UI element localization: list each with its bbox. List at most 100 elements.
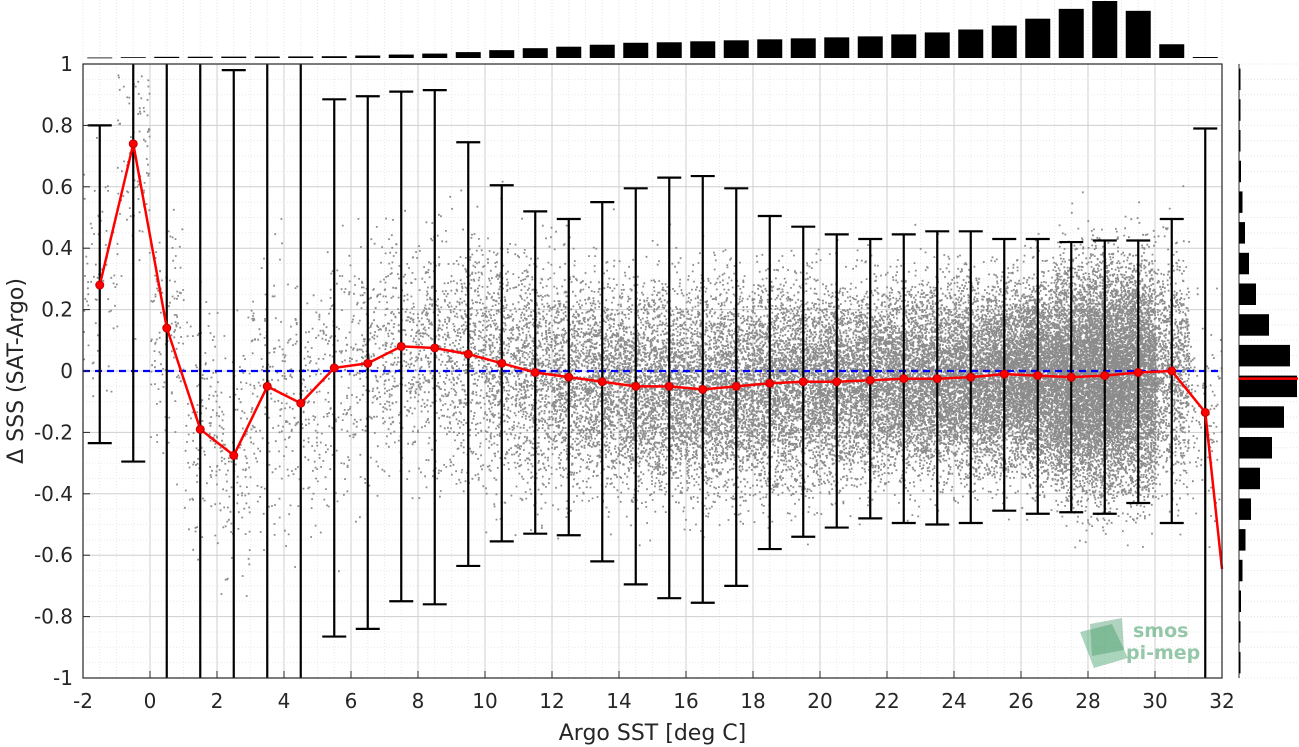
x-tick-label: 28 [1075, 689, 1100, 713]
right-histogram-bar [1239, 529, 1246, 551]
y-axis-ticks: -1 -0.8 -0.6 -0.4 -0.2 0 0.2 0.4 0.6 0.8 1 [34, 52, 90, 690]
mean-series-marker [966, 372, 976, 382]
top-histogram-bar [991, 25, 1017, 58]
mean-series-marker [195, 424, 205, 434]
right-histogram-bar [1239, 283, 1256, 305]
y-tick-label: 1 [60, 52, 73, 76]
mean-series-marker [396, 341, 406, 351]
mean-series-marker [1100, 371, 1110, 381]
right-histogram-bar [1239, 252, 1249, 275]
right-histogram-bar [1239, 375, 1297, 398]
x-axis-ticks: -2 0 2 4 6 8 10 12 14 16 18 20 22 24 26 28 30 32 [73, 671, 1235, 713]
x-tick-label: 10 [472, 689, 497, 713]
x-tick-label: -2 [73, 689, 93, 713]
mean-series-marker [798, 377, 808, 387]
top-histogram-bar [556, 46, 582, 58]
mean-series-marker [564, 372, 574, 382]
top-histogram-bar [288, 56, 314, 58]
y-tick-label: -0.4 [34, 482, 73, 506]
top-histogram-bar [1058, 8, 1084, 59]
x-tick-label: 16 [673, 689, 698, 713]
x-tick-label: 20 [807, 689, 832, 713]
top-histogram-bar [120, 57, 146, 59]
top-histogram-bar [857, 36, 883, 58]
y-tick-label: 0.8 [41, 113, 73, 137]
top-histogram-bar [489, 50, 515, 58]
x-tick-label: 2 [211, 689, 224, 713]
right-histogram-bar [1239, 68, 1241, 91]
mean-series-marker [932, 374, 942, 384]
x-tick-label: 22 [874, 689, 899, 713]
mean-series-marker [631, 381, 641, 391]
top-histogram [87, 1, 1218, 59]
y-tick-label: 0.6 [41, 175, 73, 199]
mean-series-marker [664, 381, 674, 391]
top-histogram-bar [824, 37, 850, 58]
scatter-cloud [83, 74, 1222, 597]
y-tick-label: 0 [60, 359, 73, 383]
top-histogram-bar [1125, 10, 1151, 58]
right-histogram-bar [1239, 406, 1284, 428]
right-histogram-bar [1239, 314, 1269, 336]
top-histogram-bar [924, 32, 950, 58]
logo-text-line1: smos [1133, 620, 1188, 642]
right-histogram-bar [1239, 467, 1260, 490]
mean-series [95, 139, 1224, 570]
right-histogram-bar [1239, 191, 1243, 213]
mean-series-marker [229, 450, 239, 460]
mean-series-marker [363, 358, 373, 368]
x-tick-label: 4 [278, 689, 291, 713]
y-tick-label: 0.2 [41, 298, 73, 322]
right-histogram-bar [1239, 160, 1241, 183]
mean-series-marker [497, 358, 507, 368]
y-tick-label: -0.8 [34, 605, 73, 629]
mean-series-marker [530, 368, 540, 378]
y-tick-label: -0.6 [34, 543, 73, 567]
right-histogram-bar [1239, 222, 1245, 244]
top-histogram-bar [187, 56, 213, 58]
x-axis-label: Argo SST [deg C] [559, 721, 746, 746]
right-histogram-bar [1239, 621, 1241, 643]
mean-series-marker [731, 381, 741, 391]
top-histogram-bar [1025, 18, 1051, 58]
mean-series-marker [430, 343, 440, 353]
right-histogram-bar [1239, 590, 1241, 612]
mean-series-marker [463, 349, 473, 359]
mean-series-marker [128, 139, 138, 149]
y-tick-label: -1 [53, 666, 73, 690]
mean-series-marker [597, 377, 607, 387]
top-histogram-bar [321, 56, 347, 58]
right-histogram-bar [1239, 437, 1272, 459]
top-histogram-bar [623, 42, 649, 58]
logo-mark-back [1090, 618, 1124, 656]
top-histogram-bar [1159, 44, 1185, 58]
scatter-points [83, 74, 1222, 597]
mean-series-marker [1167, 366, 1177, 376]
mean-series-marker [698, 384, 708, 394]
mean-series-marker [296, 398, 306, 408]
top-histogram-bar [589, 44, 615, 58]
logo-mark [1080, 624, 1128, 668]
x-tick-label: 14 [606, 689, 631, 713]
x-tick-label: 18 [740, 689, 765, 713]
mean-series-marker [832, 377, 842, 387]
mean-series-marker [162, 323, 172, 333]
top-histogram-bar [87, 57, 113, 59]
top-histogram-bar [522, 48, 548, 58]
x-tick-label: 24 [941, 689, 966, 713]
mean-series-marker [1133, 368, 1143, 378]
right-histogram-bar [1239, 344, 1290, 367]
top-histogram-bar [790, 38, 816, 58]
top-histogram-bar [1092, 1, 1118, 58]
top-histogram-bar [757, 39, 783, 58]
mean-series-marker [1033, 371, 1043, 381]
x-tick-label: 12 [539, 689, 564, 713]
mean-series-marker [329, 363, 339, 373]
mean-series-marker [1200, 407, 1210, 417]
y-tick-label: -0.2 [34, 420, 73, 444]
x-tick-label: 26 [1008, 689, 1033, 713]
top-histogram-bar [656, 42, 682, 58]
mean-series-marker [765, 378, 775, 388]
x-tick-label: 8 [412, 689, 425, 713]
right-histogram-bar [1239, 651, 1241, 674]
